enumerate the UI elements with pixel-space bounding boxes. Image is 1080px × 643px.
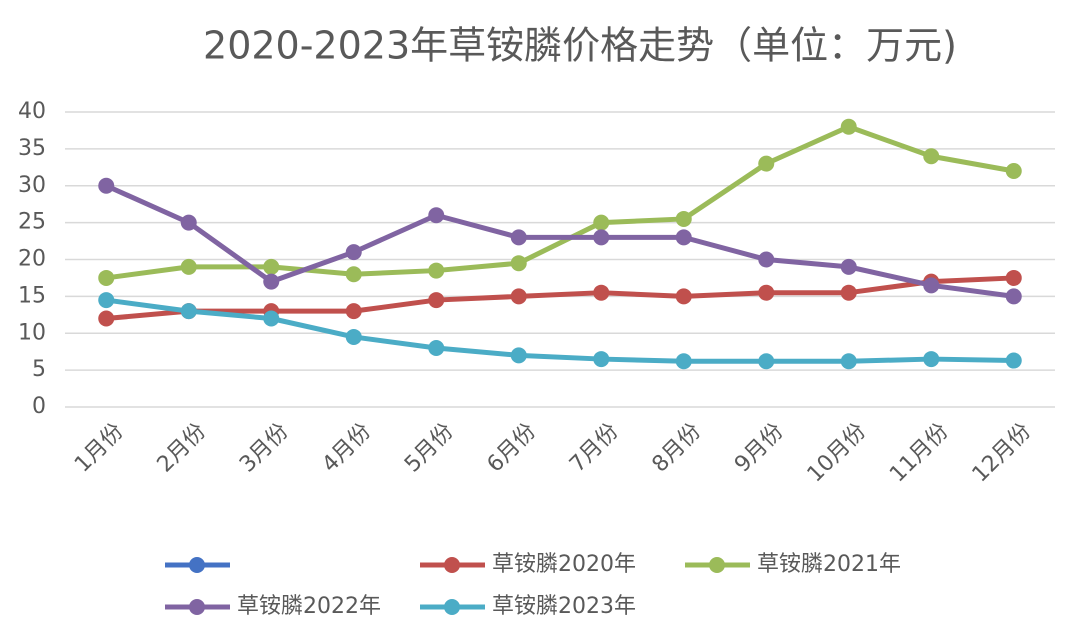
data-point — [675, 210, 692, 227]
data-point — [840, 118, 857, 135]
data-point — [675, 288, 692, 305]
data-point — [593, 214, 610, 231]
data-point — [758, 155, 775, 172]
data-point — [98, 177, 115, 194]
legend-marker — [709, 557, 725, 573]
x-tick-label: 8月份 — [648, 419, 707, 478]
data-point — [180, 258, 197, 275]
data-point — [510, 255, 527, 272]
data-point — [428, 207, 445, 224]
legend-marker — [444, 557, 460, 573]
y-tick-label: 0 — [32, 394, 46, 419]
y-tick-label: 5 — [32, 357, 46, 382]
y-tick-label: 25 — [18, 210, 46, 235]
data-point — [263, 310, 280, 327]
data-point — [675, 229, 692, 246]
data-point — [1005, 288, 1022, 305]
y-tick-label: 30 — [18, 173, 46, 198]
legend-label: 草铵膦2021年 — [757, 552, 901, 577]
x-tick-label: 1月份 — [70, 419, 129, 478]
data-point — [675, 353, 692, 370]
data-point — [345, 266, 362, 283]
data-point — [263, 258, 280, 275]
data-point — [98, 310, 115, 327]
data-point — [758, 353, 775, 370]
y-tick-label: 15 — [18, 283, 46, 308]
data-point — [345, 303, 362, 320]
x-tick-label: 4月份 — [318, 419, 377, 478]
data-point — [923, 277, 940, 294]
legend-label: 草铵膦2023年 — [492, 594, 636, 619]
x-tick-label: 11月份 — [885, 419, 954, 488]
data-point — [593, 351, 610, 368]
data-point — [510, 347, 527, 364]
x-tick-label: 7月份 — [565, 419, 624, 478]
data-point — [1005, 269, 1022, 286]
legend-marker — [444, 599, 460, 615]
series-line — [105, 297, 1014, 364]
series-line — [105, 124, 1015, 281]
data-point — [840, 258, 857, 275]
data-point — [1005, 163, 1022, 179]
x-tick-label: 6月份 — [483, 419, 542, 478]
data-point — [428, 292, 445, 309]
data-point — [98, 269, 115, 286]
data-point — [180, 214, 197, 231]
y-tick-label: 40 — [18, 99, 46, 124]
x-tick-label: 5月份 — [400, 419, 459, 478]
x-tick-label: 3月份 — [235, 419, 294, 478]
data-point — [510, 288, 527, 305]
data-point — [180, 303, 197, 320]
data-point — [345, 244, 362, 261]
legend-marker — [189, 599, 205, 615]
x-tick-label: 2月份 — [153, 419, 212, 478]
y-tick-label: 10 — [18, 320, 46, 345]
x-tick-label: 10月份 — [803, 419, 872, 488]
y-tick-label: 35 — [18, 136, 46, 161]
data-point — [593, 284, 610, 301]
legend-label: 草铵膦2022年 — [237, 594, 381, 619]
y-tick-label: 20 — [18, 247, 46, 272]
data-point — [758, 251, 775, 268]
data-point — [593, 229, 610, 246]
data-point — [510, 229, 527, 246]
series-line — [105, 183, 1015, 299]
data-point — [428, 340, 445, 356]
legend-marker — [189, 557, 205, 573]
series-line — [106, 275, 1014, 321]
data-point — [1005, 352, 1022, 369]
data-point — [758, 284, 775, 301]
data-point — [263, 273, 280, 290]
data-point — [428, 262, 445, 279]
data-point — [923, 351, 940, 368]
x-tick-label: 12月份 — [968, 419, 1037, 488]
legend-label: 草铵膦2020年 — [492, 552, 636, 577]
x-tick-label: 9月份 — [730, 419, 789, 478]
data-point — [345, 328, 362, 345]
data-point — [840, 353, 857, 370]
data-point — [840, 284, 857, 301]
data-point — [98, 292, 115, 309]
data-point — [923, 148, 940, 165]
chart-title: 2020-2023年草铵膦价格走势（单位：万元) — [203, 24, 957, 68]
